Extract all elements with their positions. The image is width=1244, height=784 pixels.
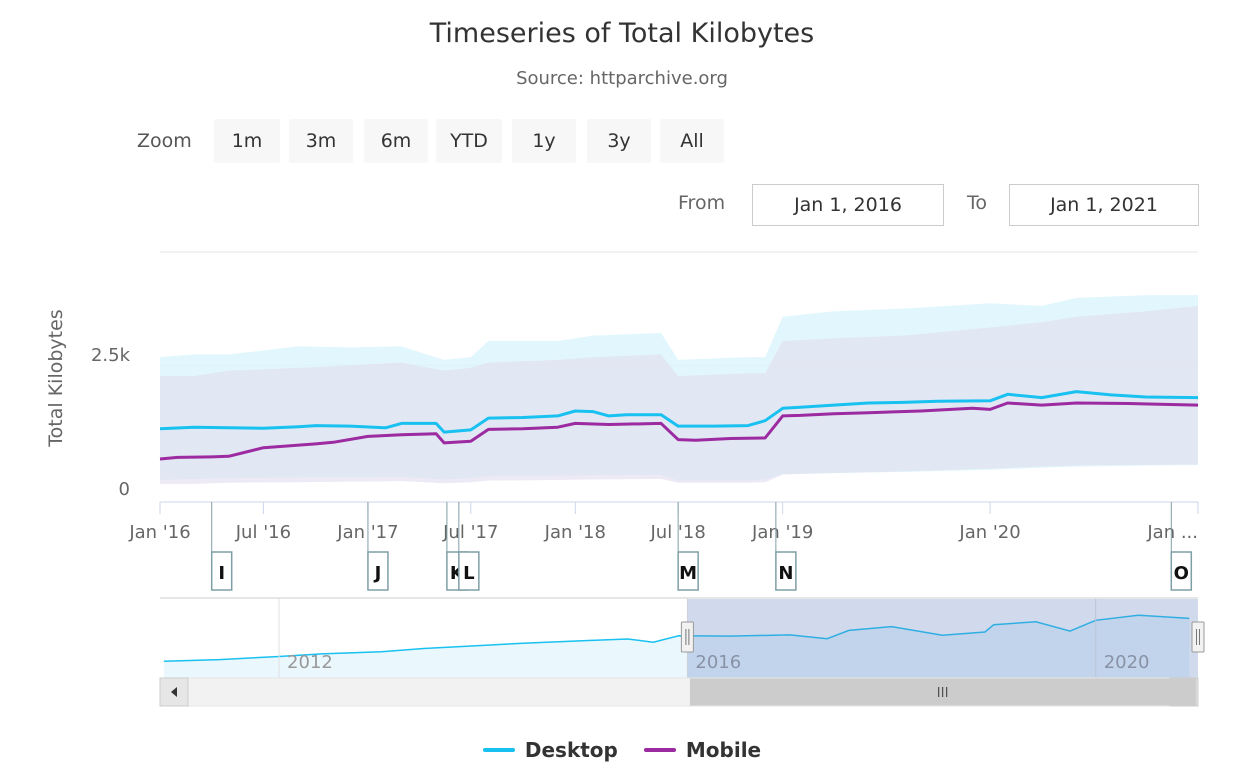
navigator-background [160,599,1198,678]
navigator-series [163,614,1190,662]
legend-desktop-label: Desktop [524,738,618,762]
zoom-button-1y[interactable]: 1y [512,119,576,163]
legend-desktop-marker [482,748,515,752]
flag-label: M [679,563,697,584]
flag-label: J [373,563,382,584]
flag-l [458,551,480,591]
flag-n [775,551,797,591]
navigator-tick-label: 2020 [1104,652,1150,673]
scrollbar-left-button [159,677,189,707]
scroll-right-arrow-icon [1181,687,1187,697]
zoom-button-ytd[interactable]: YTD [436,119,502,163]
x-tick-label: Jan '17 [336,522,398,543]
x-tick-label: Jan '18 [544,522,606,543]
flag-j [367,551,389,591]
flag-label: L [463,563,474,584]
zoom-button-all[interactable]: All [660,119,724,163]
series-line-desktop [159,390,1199,434]
x-tick-label: Jan '20 [958,522,1020,543]
flag-m [677,551,699,591]
navigator-tick-label: 2012 [287,652,333,673]
chart-title: Timeseries of Total Kilobytes [429,18,815,49]
x-tick-label: Jan ... [1146,522,1198,543]
flag-label: N [778,563,793,584]
zoom-button-1m[interactable]: 1m [214,119,280,163]
legend-mobile-marker [643,748,676,752]
scrollbar-right-button [1169,677,1199,707]
legend: Desktop Mobile [0,738,1244,762]
flag-o [1170,551,1193,591]
to-date-input[interactable]: Jan 1, 2021 [1009,184,1199,226]
y-axis-title: Total Kilobytes [45,309,67,447]
legend-mobile-label: Mobile [685,738,762,762]
navigator-left-handle [680,621,694,653]
band-mobile [160,305,1198,484]
from-date-input[interactable]: Jan 1, 2016 [752,184,944,226]
navigator-tick-label: 2016 [695,652,741,673]
scrollbar-track [159,677,1199,707]
navigator-selection [687,599,1198,678]
from-label: From [678,192,726,214]
navigator-right-handle [1191,621,1205,653]
series-line-mobile [159,401,1199,461]
band-desktop [160,295,1198,481]
scroll-left-arrow-icon [171,687,177,697]
y-tick-label: 0 [119,479,130,500]
zoom-label: Zoom [137,130,192,152]
flag-label: I [218,563,225,584]
flag-i [210,551,233,591]
chart-subtitle: Source: httparchive.org [516,68,728,89]
x-tick-label: Jul '17 [442,522,498,543]
flag-label: K [450,563,465,584]
y-tick-label: 2.5k [91,345,131,366]
legend-item-desktop[interactable]: Desktop [482,738,618,762]
flag-k [446,551,468,591]
navigator-area [163,615,1190,678]
x-tick-label: Jan '16 [128,522,190,543]
flag-label: O [1174,563,1189,584]
x-tick-label: Jul '18 [649,522,705,543]
legend-item-mobile[interactable]: Mobile [643,738,762,762]
zoom-button-3m[interactable]: 3m [289,119,353,163]
scrollbar-thumb [689,678,1197,706]
x-tick-label: Jul '16 [235,522,291,543]
to-label: To [967,192,988,214]
zoom-button-6m[interactable]: 6m [364,119,428,163]
zoom-button-3y[interactable]: 3y [587,119,651,163]
x-tick-label: Jan '19 [751,522,813,543]
